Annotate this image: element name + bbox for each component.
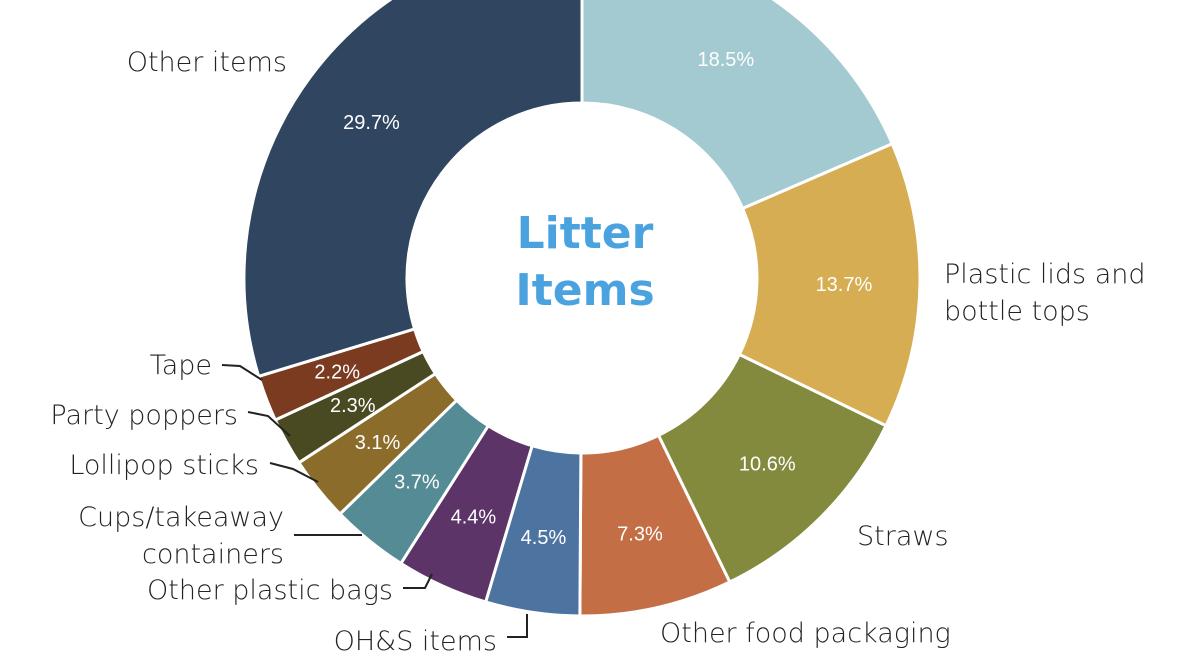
slice-category-label: Tape bbox=[150, 350, 212, 381]
slice-percent-label: 4.5% bbox=[521, 527, 567, 549]
slice-percent-label: 4.4% bbox=[451, 506, 497, 528]
slice-percent-label: 10.6% bbox=[739, 453, 796, 475]
slice-percent-label: 2.3% bbox=[330, 395, 376, 417]
leader-line bbox=[507, 614, 528, 638]
slice-category-label: Straws bbox=[857, 521, 949, 552]
slice-percent-label: 13.7% bbox=[816, 274, 873, 296]
slice-category-label: Plastic lids and bottle tops bbox=[944, 259, 1146, 327]
leader-lines-group bbox=[221, 364, 528, 638]
slice-percent-label: 7.3% bbox=[617, 524, 663, 546]
slice-category-label: Cups/takeaway containers bbox=[78, 502, 284, 570]
slice-category-label: Lollipop sticks bbox=[69, 450, 259, 481]
category-labels-group: Plastic lids and bottle tops Straws Other f… bbox=[50, 47, 1145, 657]
slice-category-label: Other plastic bags bbox=[147, 575, 393, 606]
center-title-line-2: Items bbox=[515, 265, 654, 316]
percent-labels-group: 18.5% 13.7% 10.6% 7.3% 4.5% 4.4% 3.7% 3.1% 2.3% 2… bbox=[314, 49, 872, 549]
slice-percent-label: 3.1% bbox=[355, 432, 401, 454]
slice-1 bbox=[737, 141, 922, 428]
slice-percent-label: 29.7% bbox=[343, 112, 400, 134]
slice-percent-label: 18.5% bbox=[697, 49, 754, 71]
slice-category-label: Party poppers bbox=[50, 400, 238, 431]
slice-percent-label: 2.2% bbox=[314, 361, 360, 383]
leader-line bbox=[247, 411, 291, 437]
slice-percent-label: 3.7% bbox=[394, 471, 440, 493]
slice-category-label: Other items bbox=[127, 47, 287, 78]
leader-line bbox=[221, 364, 263, 381]
slice-category-label: OH&S items bbox=[334, 626, 497, 657]
leader-line bbox=[403, 573, 433, 589]
slices-group bbox=[242, 0, 922, 618]
center-title-line-1: Litter bbox=[517, 208, 654, 259]
slice-10 bbox=[242, 0, 584, 379]
leader-line bbox=[269, 462, 319, 483]
slice-0 bbox=[580, 0, 895, 211]
slice-category-label: Other food packaging bbox=[660, 618, 951, 649]
